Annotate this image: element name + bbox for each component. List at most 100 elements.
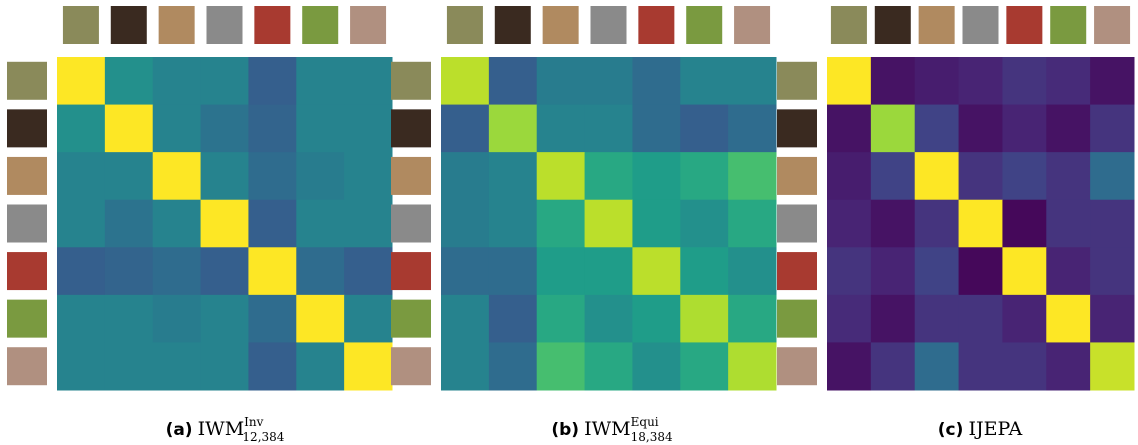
heatmap-cell [489,200,537,248]
thumbnail [777,347,817,385]
heatmap-cell [915,247,959,295]
thumbnail [777,300,817,338]
heatmap-cell [153,105,201,153]
thumbnail [686,6,722,44]
heatmap-cell [441,295,489,343]
thumbnail [7,157,47,195]
heatmap-cell [959,342,1003,390]
thumbnail [391,157,431,195]
heatmap-cell [915,152,959,200]
heatmap-cell [871,200,915,248]
thumbnail [777,157,817,195]
heatmap-cell [680,200,728,248]
heatmap-cell [728,295,776,343]
heatmap-cell [153,200,201,248]
heatmap-cell [585,57,633,105]
heatmap-cell [441,57,489,105]
heatmap-cell [57,295,105,343]
thumbnail [777,62,817,100]
caption-label: (b) [551,420,579,440]
caption: (c) IJEPA [938,418,1023,440]
caption-label: (c) [938,420,964,440]
heatmap-cell [959,152,1003,200]
heatmap-cell [1090,342,1134,390]
heatmap-cell [680,342,728,390]
heatmap-cell [585,247,633,295]
thumbnail [302,6,338,44]
heatmap-cell [248,152,296,200]
thumbnail [391,300,431,338]
heatmap-cell [57,200,105,248]
heatmap-cell [441,200,489,248]
heatmap-cell [827,295,871,343]
thumbnail [7,300,47,338]
heatmap-cell [585,152,633,200]
thumbnail [591,6,627,44]
heatmap-cell [632,342,680,390]
thumbnail [447,6,483,44]
heatmap-cell [959,295,1003,343]
caption-label: (a) [166,420,193,440]
heatmap-cell [441,247,489,295]
thumbnail [777,252,817,290]
heatmap-cell [344,295,392,343]
heatmap-cell [296,247,344,295]
heatmap-cell [680,105,728,153]
heatmap-cell [344,247,392,295]
heatmap-cell [827,200,871,248]
thumbnail [350,6,386,44]
heatmap-cell [344,57,392,105]
heatmap-cell [105,342,153,390]
heatmap-cell [680,152,728,200]
heatmap-cell [632,295,680,343]
heatmap-cell [537,200,585,248]
heatmap-cell [827,105,871,153]
heatmap-cell [871,342,915,390]
heatmap-cell [1046,342,1090,390]
heatmap-cell [57,247,105,295]
heatmap-cell [201,57,249,105]
heatmap-cell [441,105,489,153]
heatmap-cell [1090,152,1134,200]
heatmap-cell [441,342,489,390]
heatmap-cell [57,57,105,105]
heatmap-cell [1002,152,1046,200]
heatmap-cell [201,247,249,295]
thumbnail [63,6,99,44]
heatmap-cell [537,342,585,390]
heatmap-cell [489,152,537,200]
thumbnail [543,6,579,44]
thumbnail [777,205,817,243]
heatmap-cell [153,152,201,200]
thumbnail [875,6,911,44]
heatmap-cell [296,342,344,390]
heatmap-cell [489,342,537,390]
heatmap-cell [915,200,959,248]
thumbnail [391,62,431,100]
caption-sup: Inv [244,415,263,429]
heatmap-cell [248,247,296,295]
thumbnail [1050,6,1086,44]
thumbnail [391,347,431,385]
thumbnail [495,6,531,44]
thumbnail [777,109,817,147]
heatmap-cell [915,105,959,153]
heatmap-cell [248,105,296,153]
heatmap-cell [728,105,776,153]
thumbnail [254,6,290,44]
heatmap-cell [827,152,871,200]
heatmap-cell [959,105,1003,153]
heatmap-cell [871,105,915,153]
figure: (a) IWMInv12,384 (b) IWMEqui18,384 (c) IJE… [0,0,1138,445]
heatmap-cell [201,295,249,343]
thumbnail [1094,6,1130,44]
heatmap-cell [1046,200,1090,248]
heatmap-cell [632,57,680,105]
thumbnail [734,6,770,44]
heatmap-cell [915,342,959,390]
heatmap-cell [489,295,537,343]
thumbnail [159,6,195,44]
heatmap-cell [728,247,776,295]
